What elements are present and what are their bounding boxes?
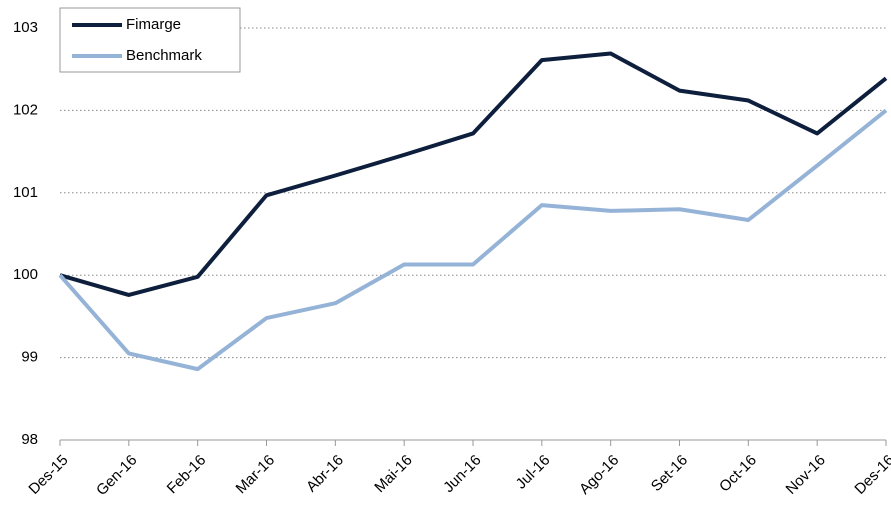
series-line (58, 108, 888, 372)
y-tick-label: 103 (13, 19, 38, 36)
y-tick-label: 99 (21, 349, 38, 366)
legend-label: Benchmark (126, 47, 202, 64)
y-tick-label: 98 (21, 431, 38, 448)
y-tick-label: 102 (13, 101, 38, 118)
legend-label: Fimarge (126, 16, 181, 33)
y-tick-label: 100 (13, 266, 38, 283)
series-line (59, 51, 888, 297)
legend-box (59, 7, 241, 73)
legend: Fimarge Benchmark (59, 7, 241, 73)
y-tick-label: 101 (13, 184, 38, 201)
